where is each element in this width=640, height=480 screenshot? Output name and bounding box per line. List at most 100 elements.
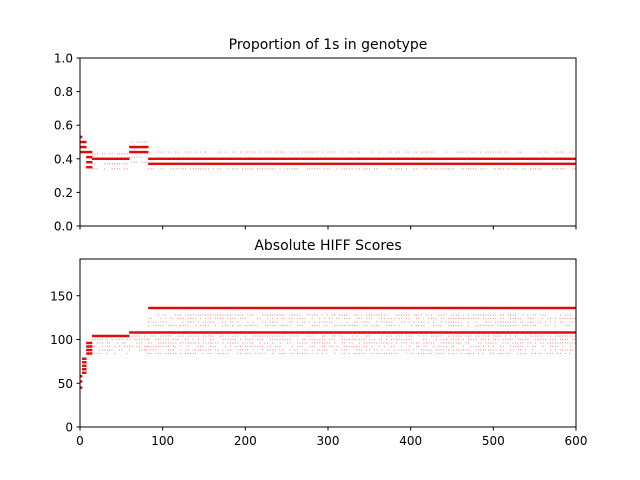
data-point <box>140 331 142 334</box>
data-point <box>497 335 499 337</box>
data-point <box>172 349 174 351</box>
data-point <box>219 331 221 334</box>
data-point <box>151 331 153 334</box>
data-point <box>240 162 242 166</box>
data-point <box>287 342 289 344</box>
data-point <box>573 306 576 310</box>
data-point <box>184 331 186 334</box>
data-point <box>481 306 483 310</box>
data-point <box>374 168 375 170</box>
data-point <box>511 306 514 310</box>
data-point <box>503 157 505 160</box>
data-point <box>464 162 467 166</box>
data-point <box>168 157 171 160</box>
data-point <box>279 157 281 160</box>
data-point <box>386 157 388 160</box>
data-point <box>482 157 485 160</box>
data-point <box>343 338 345 341</box>
data-point <box>418 317 420 320</box>
data-point <box>532 157 534 160</box>
data-point <box>260 157 262 160</box>
data-point <box>239 324 241 327</box>
data-point <box>286 162 288 166</box>
data-point <box>326 331 328 334</box>
data-point <box>260 331 262 334</box>
data-point <box>134 335 135 337</box>
data-point <box>356 157 358 160</box>
data-point <box>276 317 278 320</box>
data-point <box>297 317 298 320</box>
data-point <box>410 352 412 355</box>
data-point <box>182 335 184 337</box>
data-point <box>220 162 222 166</box>
data-point <box>319 324 321 327</box>
data-point <box>336 324 338 327</box>
data-point <box>382 157 385 160</box>
data-point <box>90 352 92 355</box>
data-point <box>227 338 229 341</box>
data-point <box>115 157 117 160</box>
data-point <box>425 162 427 166</box>
data-point <box>262 321 263 323</box>
data-point <box>440 349 442 351</box>
data-point <box>547 324 549 327</box>
data-point <box>388 321 390 323</box>
data-point <box>200 306 202 310</box>
data-point <box>531 331 533 334</box>
data-point <box>316 168 318 170</box>
data-point <box>361 157 363 160</box>
data-point <box>297 162 300 166</box>
data-point <box>321 349 323 351</box>
data-point <box>469 306 471 310</box>
data-point <box>482 168 484 170</box>
data-point <box>222 349 224 351</box>
data-point <box>289 317 291 320</box>
data-point <box>216 162 219 166</box>
data-point <box>440 317 442 320</box>
data-point <box>339 157 341 160</box>
data-point <box>341 335 343 337</box>
data-point <box>212 342 214 344</box>
data-point <box>363 157 365 160</box>
data-point <box>298 162 300 166</box>
data-point <box>351 157 353 160</box>
data-point <box>88 155 90 159</box>
data-point <box>381 162 383 166</box>
data-point <box>212 168 214 170</box>
data-point <box>406 162 409 166</box>
data-point <box>152 162 154 166</box>
data-point <box>160 331 162 334</box>
data-point <box>386 162 388 166</box>
data-point <box>246 162 248 166</box>
data-point <box>195 314 197 316</box>
data-point <box>449 157 451 160</box>
data-point <box>165 345 167 348</box>
data-point <box>358 151 360 153</box>
data-point <box>147 145 149 149</box>
data-point <box>142 331 144 334</box>
data-point <box>144 349 145 351</box>
data-point <box>120 157 123 160</box>
data-point <box>418 352 420 355</box>
data-point <box>289 349 291 351</box>
data-point <box>520 157 523 160</box>
data-point <box>535 168 537 170</box>
data-point <box>445 162 448 166</box>
data-point <box>276 162 278 166</box>
data-point <box>327 162 329 166</box>
data-point <box>132 145 134 149</box>
data-point <box>232 331 234 334</box>
data-point <box>181 157 183 160</box>
data-point <box>389 331 391 334</box>
data-point <box>301 162 303 166</box>
data-point <box>468 342 469 344</box>
data-point <box>485 306 487 310</box>
data-point <box>315 331 318 334</box>
data-point <box>346 321 348 323</box>
data-point <box>131 150 133 154</box>
data-point <box>421 331 424 334</box>
data-point <box>411 306 414 310</box>
data-point <box>175 157 177 160</box>
data-point <box>454 162 457 166</box>
data-point <box>521 331 524 334</box>
